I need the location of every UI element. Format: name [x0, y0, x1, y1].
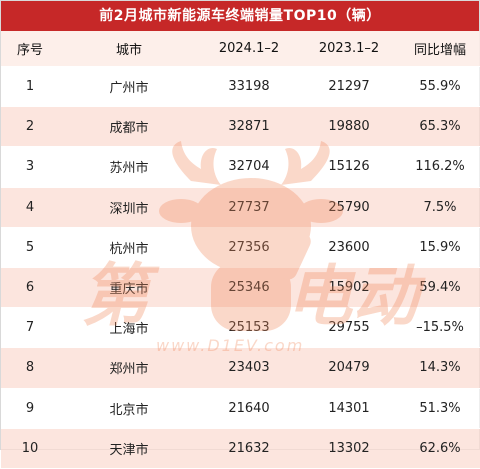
cell-city: 深圳市 — [59, 187, 199, 228]
cell-city: 北京市 — [59, 388, 199, 429]
cell-city: 上海市 — [59, 307, 199, 349]
cell-rank: 4 — [1, 187, 59, 228]
col-header-2024: 2024.1–2 — [199, 31, 299, 67]
cell-rank: 1 — [1, 66, 59, 108]
cell-2024: 32871 — [199, 106, 299, 148]
cell-2024: 25346 — [199, 267, 299, 309]
cell-city: 广州市 — [59, 66, 199, 108]
col-header-city: 城市 — [59, 31, 199, 67]
table-row: 6 重庆市 25346 15902 59.4% — [1, 267, 480, 309]
cell-yoy: 14.3% — [399, 347, 480, 389]
col-header-2023: 2023.1–2 — [299, 31, 399, 67]
cell-city: 郑州市 — [59, 347, 199, 389]
col-header-rank: 序号 — [1, 31, 59, 67]
cell-city: 天津市 — [59, 428, 199, 469]
table-row: 5 杭州市 27356 23600 15.9% — [1, 227, 480, 268]
cell-2024: 21632 — [199, 428, 299, 469]
cell-yoy: 51.3% — [399, 388, 480, 429]
cell-yoy: 15.9% — [399, 227, 480, 268]
cell-2024: 23403 — [199, 347, 299, 389]
cell-2023: 14301 — [299, 388, 399, 429]
cell-rank: 5 — [1, 227, 59, 268]
table-row: 3 苏州市 32704 15126 116.2% — [1, 146, 480, 188]
table-row: 9 北京市 21640 14301 51.3% — [1, 388, 480, 429]
table-row: 10 天津市 21632 13302 62.6% — [1, 428, 480, 469]
cell-city: 杭州市 — [59, 227, 199, 268]
table-row: 7 上海市 25153 29755 –15.5% — [1, 307, 480, 349]
cell-2024: 25153 — [199, 307, 299, 349]
cell-2023: 20479 — [299, 347, 399, 389]
cell-2024: 33198 — [199, 66, 299, 108]
cell-2023: 21297 — [299, 66, 399, 108]
cell-city: 重庆市 — [59, 267, 199, 309]
cell-yoy: –15.5% — [399, 307, 480, 349]
cell-rank: 3 — [1, 146, 59, 188]
cell-rank: 2 — [1, 106, 59, 148]
cell-yoy: 65.3% — [399, 106, 480, 148]
header-row: 序号 城市 2024.1–2 2023.1–2 同比增幅 — [1, 31, 480, 67]
col-header-yoy: 同比增幅 — [399, 31, 480, 67]
cell-city: 苏州市 — [59, 146, 199, 188]
table-row: 4 深圳市 27737 25790 7.5% — [1, 187, 480, 228]
cell-2023: 23600 — [299, 227, 399, 268]
cell-2024: 32704 — [199, 146, 299, 188]
sales-table: 序号 城市 2024.1–2 2023.1–2 同比增幅 1 广州市 33198 21… — [1, 31, 480, 469]
table-row: 1 广州市 33198 21297 55.9% — [1, 66, 480, 108]
table-row: 8 郑州市 23403 20479 14.3% — [1, 347, 480, 389]
cell-yoy: 55.9% — [399, 66, 480, 108]
cell-2024: 21640 — [199, 388, 299, 429]
cell-2023: 15902 — [299, 267, 399, 309]
cell-2023: 25790 — [299, 187, 399, 228]
cell-2023: 29755 — [299, 307, 399, 349]
cell-yoy: 62.6% — [399, 428, 480, 469]
cell-2024: 27356 — [199, 227, 299, 268]
cell-city: 成都市 — [59, 106, 199, 148]
cell-rank: 10 — [1, 428, 59, 469]
table-row: 2 成都市 32871 19880 65.3% — [1, 106, 480, 148]
cell-yoy: 116.2% — [399, 146, 480, 188]
cell-rank: 7 — [1, 307, 59, 349]
cell-rank: 9 — [1, 388, 59, 429]
cell-yoy: 59.4% — [399, 267, 480, 309]
cell-2023: 15126 — [299, 146, 399, 188]
cell-rank: 8 — [1, 347, 59, 389]
cell-rank: 6 — [1, 267, 59, 309]
cell-yoy: 7.5% — [399, 187, 480, 228]
table-title: 前2月城市新能源车终端销量TOP10（辆） — [1, 1, 479, 31]
cell-2024: 27737 — [199, 187, 299, 228]
cell-2023: 13302 — [299, 428, 399, 469]
cell-2023: 19880 — [299, 106, 399, 148]
